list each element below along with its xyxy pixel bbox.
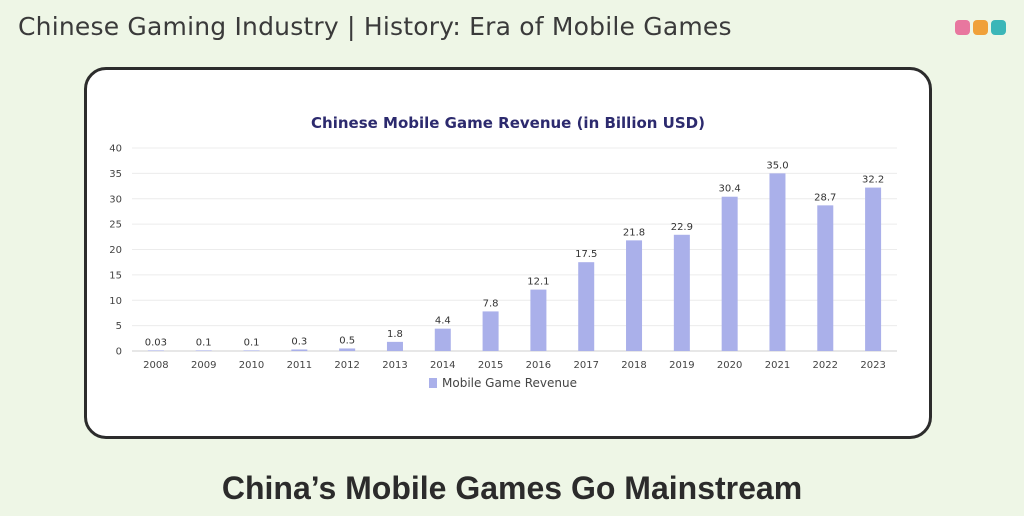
pink-dot-icon (955, 20, 970, 35)
y-tick-label: 0 (116, 347, 122, 358)
bar-2008 (147, 350, 164, 351)
bar-2020 (721, 196, 738, 351)
teal-dot-icon (991, 20, 1006, 35)
x-tick-label: 2022 (813, 360, 838, 371)
data-label: 22.9 (671, 222, 693, 233)
window-dots (955, 20, 1006, 35)
bar-2023 (865, 187, 882, 351)
x-tick-label: 2016 (526, 360, 551, 371)
x-tick-label: 2017 (573, 360, 598, 371)
data-label: 0.03 (145, 337, 167, 348)
y-tick-label: 20 (109, 245, 122, 256)
data-label: 17.5 (575, 249, 597, 260)
legend-label: Mobile Game Revenue (442, 376, 577, 390)
x-tick-label: 2012 (334, 360, 359, 371)
legend-swatch (429, 378, 437, 388)
orange-dot-icon (973, 20, 988, 35)
x-tick-label: 2015 (478, 360, 503, 371)
bar-2013 (386, 341, 403, 351)
x-tick-label: 2011 (287, 360, 312, 371)
bar-chart: Chinese Mobile Game Revenue (in Billion … (109, 114, 897, 390)
bar-2018 (626, 240, 643, 351)
data-label: 21.8 (623, 227, 645, 238)
x-tick-label: 2008 (143, 360, 168, 371)
bar-2009 (195, 350, 212, 351)
y-tick-label: 40 (109, 144, 122, 155)
slide-caption: China’s Mobile Games Go Mainstream (221, 470, 803, 506)
y-tick-label: 25 (109, 220, 122, 231)
bar-2017 (578, 262, 595, 351)
y-tick-label: 15 (109, 270, 122, 281)
chart-title: Chinese Mobile Game Revenue (in Billion … (311, 114, 705, 132)
y-tick-label: 30 (109, 194, 122, 205)
bar-2021 (769, 173, 786, 351)
x-tick-label: 2021 (765, 360, 790, 371)
bar-2014 (434, 328, 451, 351)
x-tick-label: 2020 (717, 360, 742, 371)
data-label: 1.8 (387, 329, 403, 340)
bar-2012 (339, 348, 356, 351)
x-tick-label: 2019 (669, 360, 694, 371)
y-tick-label: 35 (109, 169, 122, 180)
data-label: 35.0 (766, 160, 788, 171)
x-tick-label: 2014 (430, 360, 455, 371)
data-label: 12.1 (527, 277, 549, 288)
bar-2015 (482, 311, 499, 351)
bar-2011 (291, 349, 308, 351)
data-label: 4.4 (435, 316, 451, 327)
bar-2019 (673, 234, 690, 351)
bar-2022 (817, 205, 834, 351)
chart-card: Chinese Mobile Game Revenue (in Billion … (84, 67, 932, 439)
data-label: 7.8 (483, 298, 499, 309)
data-label: 0.5 (339, 335, 355, 346)
data-label: 0.3 (291, 336, 307, 347)
x-tick-label: 2018 (621, 360, 646, 371)
bar-2016 (530, 289, 547, 351)
x-tick-label: 2013 (382, 360, 407, 371)
bar-2010 (243, 350, 260, 351)
x-tick-label: 2009 (191, 360, 216, 371)
data-label: 32.2 (862, 175, 884, 186)
x-tick-label: 2010 (239, 360, 264, 371)
data-label: 30.4 (719, 184, 741, 195)
data-label: 28.7 (814, 192, 836, 203)
y-tick-label: 5 (116, 321, 122, 332)
data-label: 0.1 (244, 337, 260, 348)
y-tick-label: 10 (109, 296, 122, 307)
page-title: Chinese Gaming Industry | History: Era o… (18, 12, 732, 41)
data-label: 0.1 (196, 337, 212, 348)
x-tick-label: 2023 (860, 360, 885, 371)
